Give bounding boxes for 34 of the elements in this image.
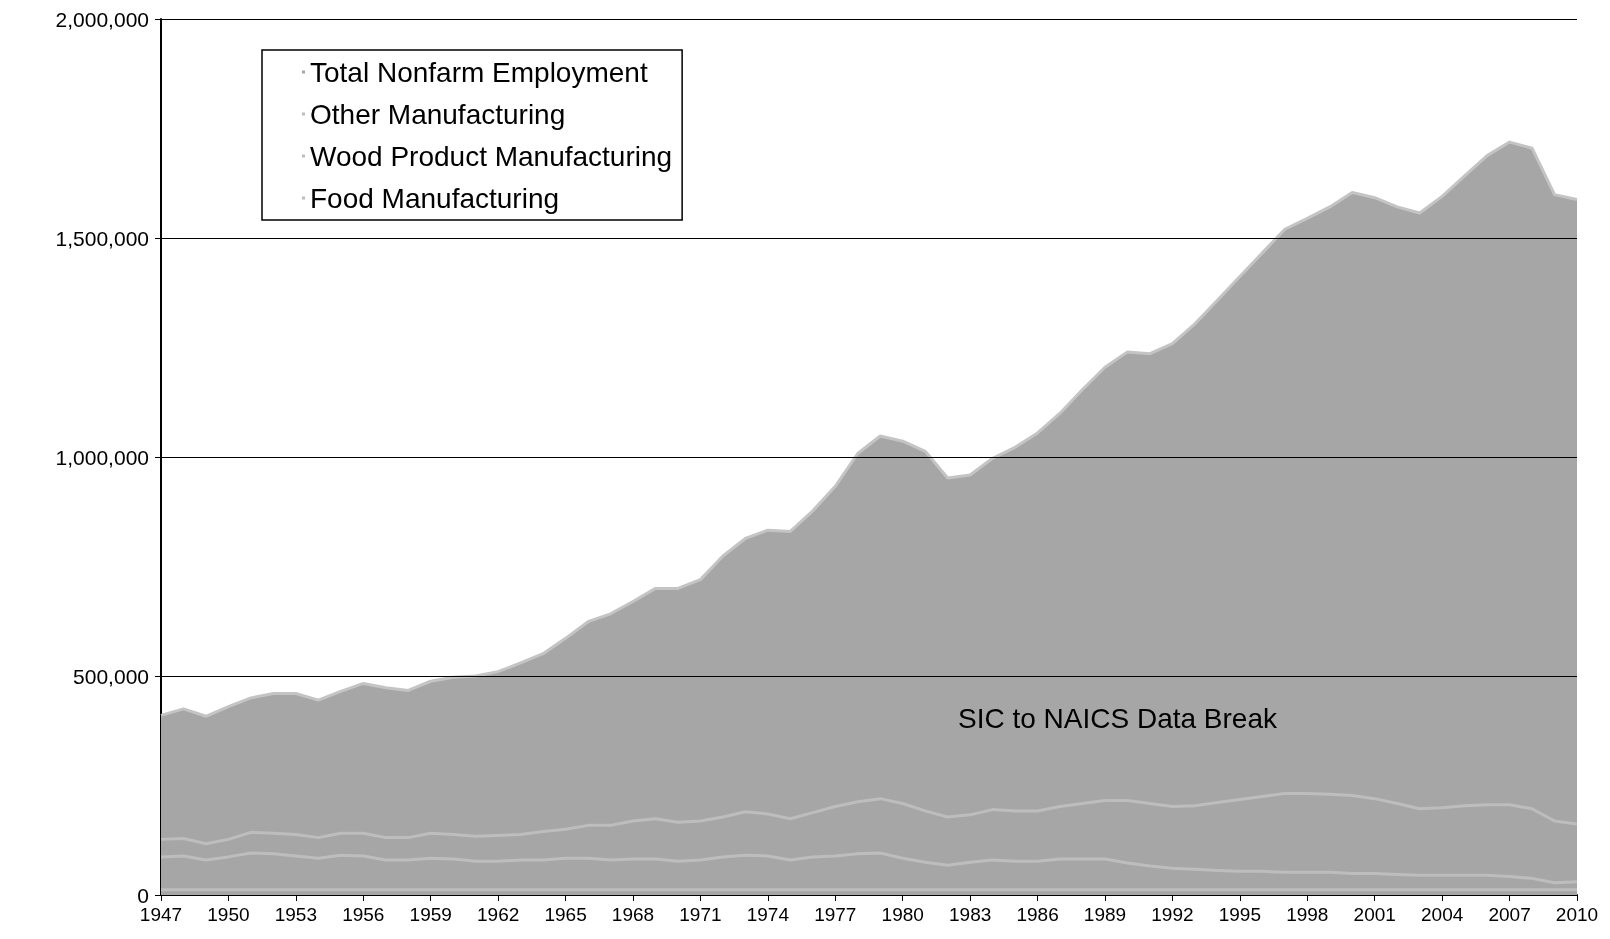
x-tick-label: 1989 [1083,904,1127,925]
x-tick-label: 1995 [1218,904,1261,925]
x-tick-label: 1983 [949,904,992,925]
x-tick-label: 1986 [1016,904,1059,925]
line-series [159,851,1579,885]
x-tick-label: 1980 [881,904,924,925]
x-tick-label: 2004 [1421,904,1464,925]
legend-label: Food Manufacturing [310,182,560,214]
y-tick-label: 1,000,000 [55,445,149,469]
x-tick-label: 1959 [409,904,452,925]
x-tick-label: 1971 [679,904,722,925]
line-series [159,791,1579,846]
y-tick-label: 0 [137,883,149,907]
x-tick-label: 1947 [139,904,183,925]
x-tick-label: 2001 [1353,904,1396,925]
x-tick-label: 1956 [342,904,385,925]
x-tick-label: 1998 [1286,904,1329,925]
x-tick-label: 1968 [611,904,655,925]
legend-label: Other Manufacturing [310,98,566,130]
x-tick-label: 1950 [207,904,250,925]
y-tick-label: 2,000,000 [55,7,149,31]
x-tick-label: 1962 [477,904,520,925]
x-tick-label: 1953 [274,904,317,925]
legend-label: Wood Product Manufacturing [310,140,673,172]
y-tick-label: 1,500,000 [55,226,149,250]
x-tick-label: 2010 [1555,904,1599,925]
x-tick-label: 1992 [1151,904,1194,925]
annotation: SIC to NAICS Data Break [958,702,1279,734]
y-tick-label: 500,000 [73,664,149,688]
legend-label: Total Nonfarm Employment [310,56,648,88]
x-tick-label: 1974 [746,904,790,925]
x-tick-label: 1965 [544,904,587,925]
x-tick-label: 2007 [1488,904,1531,925]
x-tick-label: 1977 [814,904,857,925]
